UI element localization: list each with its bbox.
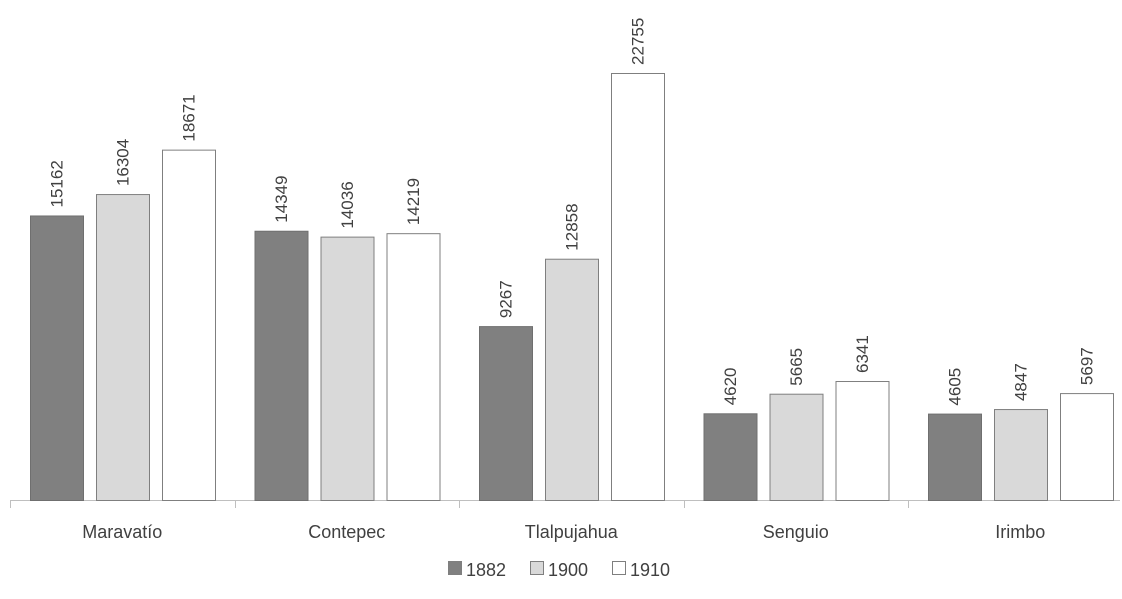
bar-1910-contepec (386, 233, 441, 501)
legend-label-1910: 1910 (630, 560, 670, 580)
bar-1900-maravatío (96, 194, 150, 501)
data-label: 4847 (1012, 363, 1031, 401)
category-label: Irimbo (995, 522, 1045, 542)
bar-1910-maravatío (162, 149, 216, 501)
bar-1910-senguio (835, 381, 890, 502)
bar-1900-contepec (320, 236, 375, 501)
legend-swatch-1882 (448, 561, 462, 575)
data-label: 14349 (272, 175, 291, 222)
data-label: 5697 (1078, 347, 1097, 385)
data-label: 15162 (48, 160, 67, 207)
data-label: 16304 (114, 139, 133, 186)
category-label: Senguio (763, 522, 829, 542)
data-label: 12858 (563, 203, 582, 250)
legend-label-1882: 1882 (466, 560, 506, 580)
legend-swatch-1900 (530, 561, 544, 575)
legend-swatch-1910 (612, 561, 626, 575)
legend-label-1900: 1900 (548, 560, 588, 580)
category-label: Contepec (308, 522, 385, 542)
bar-1900-irimbo (994, 409, 1048, 501)
bar-1900-senguio (769, 393, 824, 502)
bar-1882-contepec (254, 230, 309, 502)
bar-1882-tlalpujahua (479, 326, 533, 501)
data-label: 22755 (629, 18, 648, 65)
data-label: 14036 (338, 181, 357, 228)
bar-1900-tlalpujahua (545, 258, 599, 501)
data-label: 4605 (946, 368, 965, 406)
bar-1882-irimbo (928, 413, 982, 501)
data-label: 4620 (721, 367, 740, 405)
bar-1910-tlalpujahua (611, 73, 665, 501)
bar-1882-maravatío (30, 215, 84, 501)
data-label: 5665 (787, 348, 806, 386)
bar-1910-irimbo (1060, 393, 1114, 501)
data-label: 14219 (404, 178, 423, 225)
category-label: Tlalpujahua (525, 522, 619, 542)
category-label: Maravatío (82, 522, 162, 542)
bar-1882-senguio (703, 413, 758, 501)
data-label: 9267 (497, 280, 516, 318)
data-label: 18671 (180, 94, 199, 141)
data-label: 6341 (853, 335, 872, 373)
